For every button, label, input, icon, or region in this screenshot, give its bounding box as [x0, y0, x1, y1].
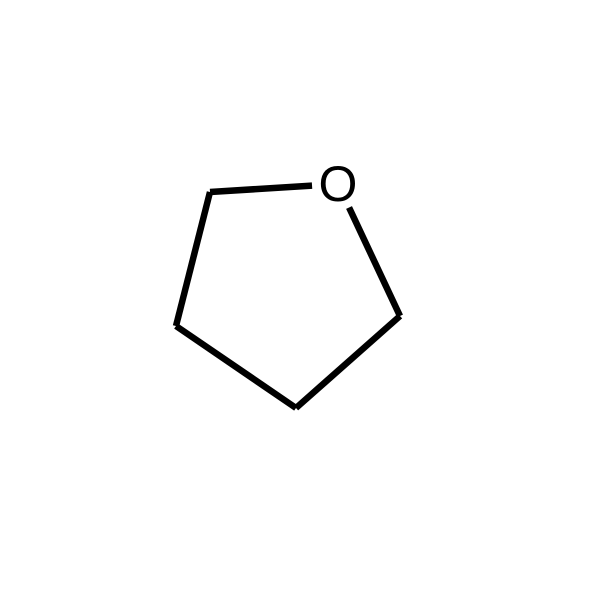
- bond: [176, 192, 210, 326]
- bond: [296, 316, 400, 408]
- molecule-diagram: O: [0, 0, 600, 600]
- bond: [210, 186, 312, 192]
- bond: [349, 208, 400, 316]
- bond: [176, 326, 296, 408]
- bonds-group: [176, 186, 400, 408]
- atoms-group: O: [319, 156, 358, 212]
- atom-label-o: O: [319, 156, 358, 212]
